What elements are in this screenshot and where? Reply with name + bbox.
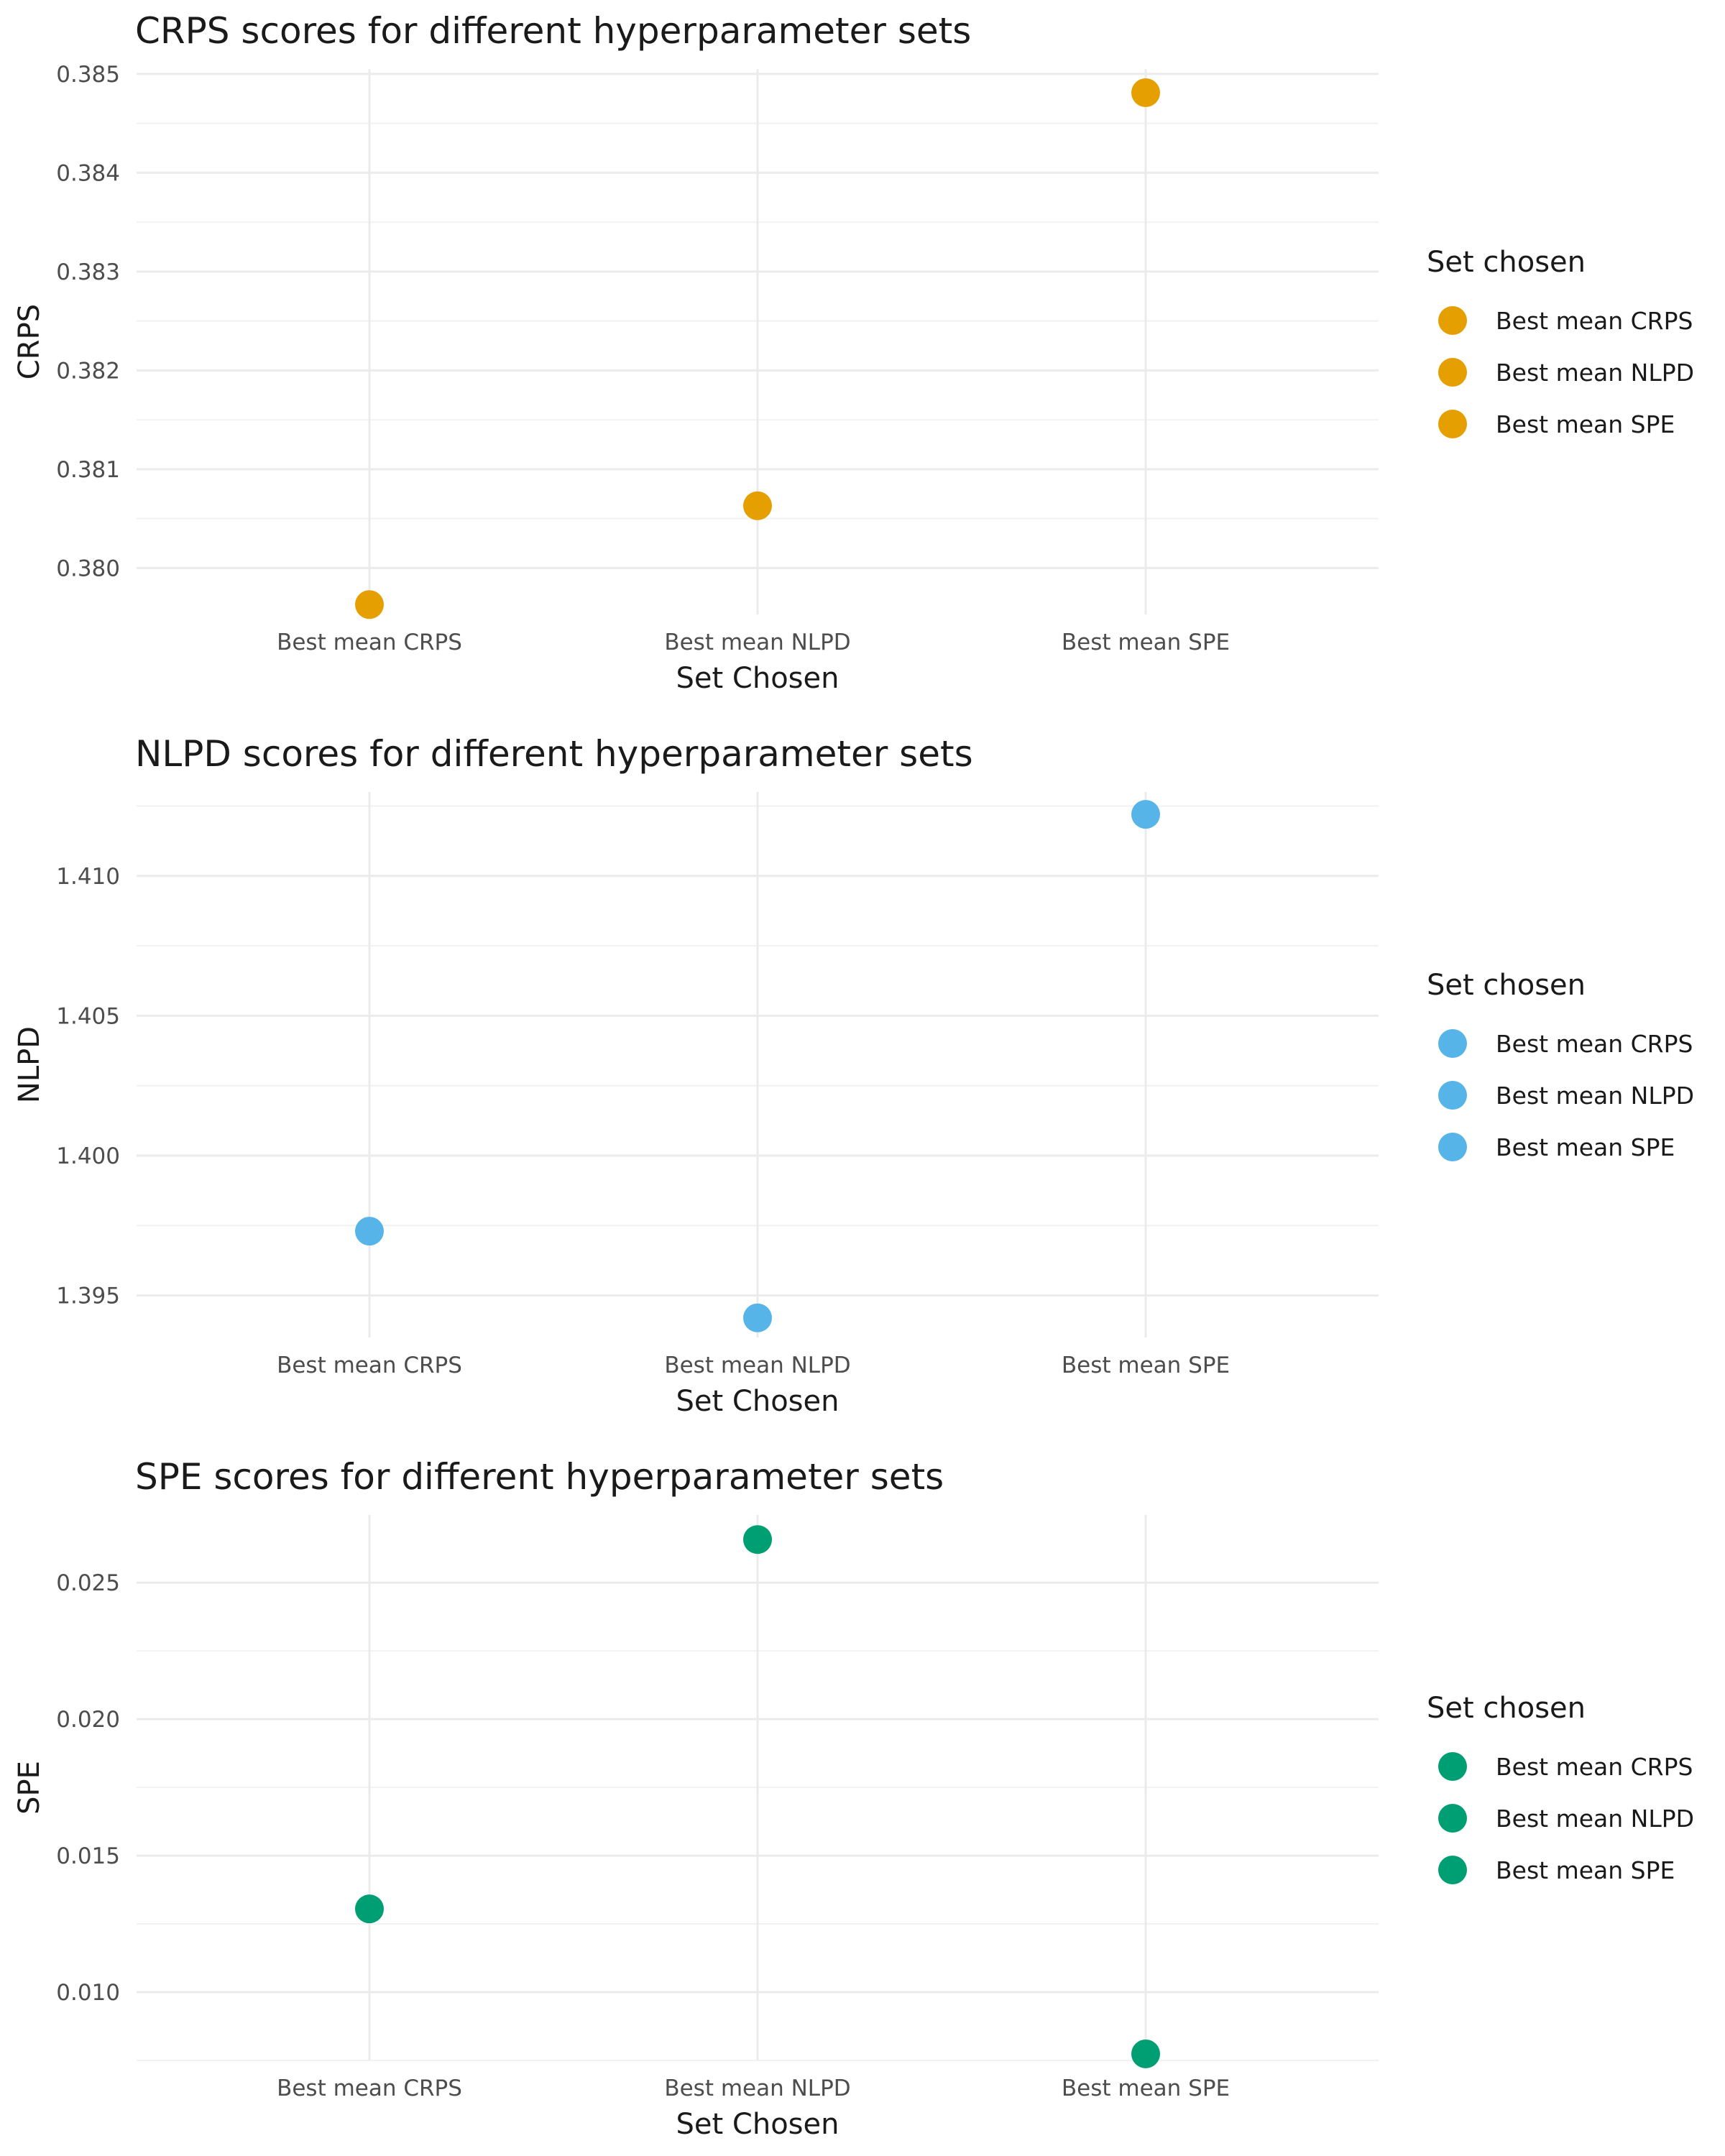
legend-key-dot bbox=[1438, 1029, 1467, 1058]
y-tick-label: 0.383 bbox=[56, 259, 120, 285]
data-point bbox=[1131, 800, 1160, 829]
legend-label: Best mean SPE bbox=[1496, 1133, 1675, 1161]
x-tick-label: Best mean SPE bbox=[1062, 1353, 1230, 1378]
x-axis-title: Set Chosen bbox=[676, 662, 840, 695]
legend-title: Set chosen bbox=[1427, 246, 1586, 279]
x-tick-label: Best mean NLPD bbox=[664, 2076, 850, 2101]
legend-label: Best mean SPE bbox=[1496, 410, 1675, 438]
x-tick-label: Best mean NLPD bbox=[664, 630, 850, 655]
x-tick-label: Best mean SPE bbox=[1062, 630, 1230, 655]
legend-key-dot bbox=[1438, 1752, 1467, 1781]
data-point bbox=[1131, 78, 1160, 107]
y-tick-label: 0.382 bbox=[56, 358, 120, 384]
data-point bbox=[355, 1217, 384, 1246]
y-tick-label: 0.010 bbox=[56, 1980, 120, 2006]
y-tick-label: 0.385 bbox=[56, 62, 120, 88]
legend-label: Best mean SPE bbox=[1496, 1856, 1675, 1884]
legend-key-dot bbox=[1438, 306, 1467, 335]
legend-label: Best mean NLPD bbox=[1496, 1805, 1694, 1833]
chart-panel-1: 0.380 0.381 0.382 0.383 0.384 0.385 Best mean … bbox=[13, 10, 1694, 695]
x-tick-label: Best mean CRPS bbox=[277, 630, 462, 655]
legend-label: Best mean CRPS bbox=[1496, 1753, 1693, 1781]
chart-title: CRPS scores for different hyperparameter… bbox=[135, 10, 971, 52]
legend-label: Best mean CRPS bbox=[1496, 1030, 1693, 1058]
chart-title: SPE scores for different hyperparameter … bbox=[135, 1456, 944, 1498]
y-tick-label: 1.400 bbox=[56, 1143, 120, 1169]
legend: Set chosen Best mean CRPS Best mean NLPD Be… bbox=[1427, 1692, 1694, 1884]
y-tick-label: 1.405 bbox=[56, 1003, 120, 1029]
y-axis-title: NLPD bbox=[13, 1026, 46, 1103]
x-axis-title: Set Chosen bbox=[676, 1385, 840, 1418]
legend-key-dot bbox=[1438, 358, 1467, 387]
y-axis-title: CRPS bbox=[13, 304, 46, 379]
legend-label: Best mean NLPD bbox=[1496, 1082, 1694, 1110]
data-point bbox=[743, 1303, 772, 1332]
x-tick-label: Best mean NLPD bbox=[664, 1353, 850, 1378]
y-tick-label: 0.020 bbox=[56, 1707, 120, 1733]
chart-panel-2: 1.395 1.400 1.405 1.410 Best mean CRPS Best m… bbox=[13, 733, 1694, 1418]
legend-key-dot bbox=[1438, 1804, 1467, 1833]
y-tick-label: 0.381 bbox=[56, 457, 120, 483]
x-tick-label: Best mean CRPS bbox=[277, 1353, 462, 1378]
legend: Set chosen Best mean CRPS Best mean NLPD Be… bbox=[1427, 246, 1694, 438]
y-tick-label: 0.025 bbox=[56, 1570, 120, 1596]
legend: Set chosen Best mean CRPS Best mean NLPD Be… bbox=[1427, 969, 1694, 1161]
y-axis-title: SPE bbox=[13, 1761, 46, 1815]
x-axis-title: Set Chosen bbox=[676, 2108, 840, 2141]
data-point bbox=[743, 491, 772, 520]
data-point bbox=[355, 590, 384, 619]
legend-title: Set chosen bbox=[1427, 1692, 1586, 1725]
data-point bbox=[743, 1525, 772, 1554]
chart-panel-3: 0.010 0.015 0.020 0.025 Best mean CRPS Best m… bbox=[13, 1456, 1694, 2141]
legend-label: Best mean NLPD bbox=[1496, 359, 1694, 387]
chart-title: NLPD scores for different hyperparameter… bbox=[135, 733, 973, 775]
y-tick-label: 1.395 bbox=[56, 1284, 120, 1309]
y-tick-label: 1.410 bbox=[56, 864, 120, 890]
legend-key-dot bbox=[1438, 1081, 1467, 1110]
y-tick-label: 0.384 bbox=[56, 160, 120, 186]
legend-title: Set chosen bbox=[1427, 969, 1586, 1002]
legend-key-dot bbox=[1438, 1133, 1467, 1161]
legend-label: Best mean CRPS bbox=[1496, 307, 1693, 335]
y-tick-label: 0.015 bbox=[56, 1843, 120, 1869]
data-point bbox=[1131, 2039, 1160, 2068]
legend-key-dot bbox=[1438, 1856, 1467, 1884]
x-tick-label: Best mean SPE bbox=[1062, 2076, 1230, 2101]
legend-key-dot bbox=[1438, 410, 1467, 438]
y-tick-label: 0.380 bbox=[56, 556, 120, 581]
data-point bbox=[355, 1894, 384, 1924]
x-tick-label: Best mean CRPS bbox=[277, 2076, 462, 2101]
